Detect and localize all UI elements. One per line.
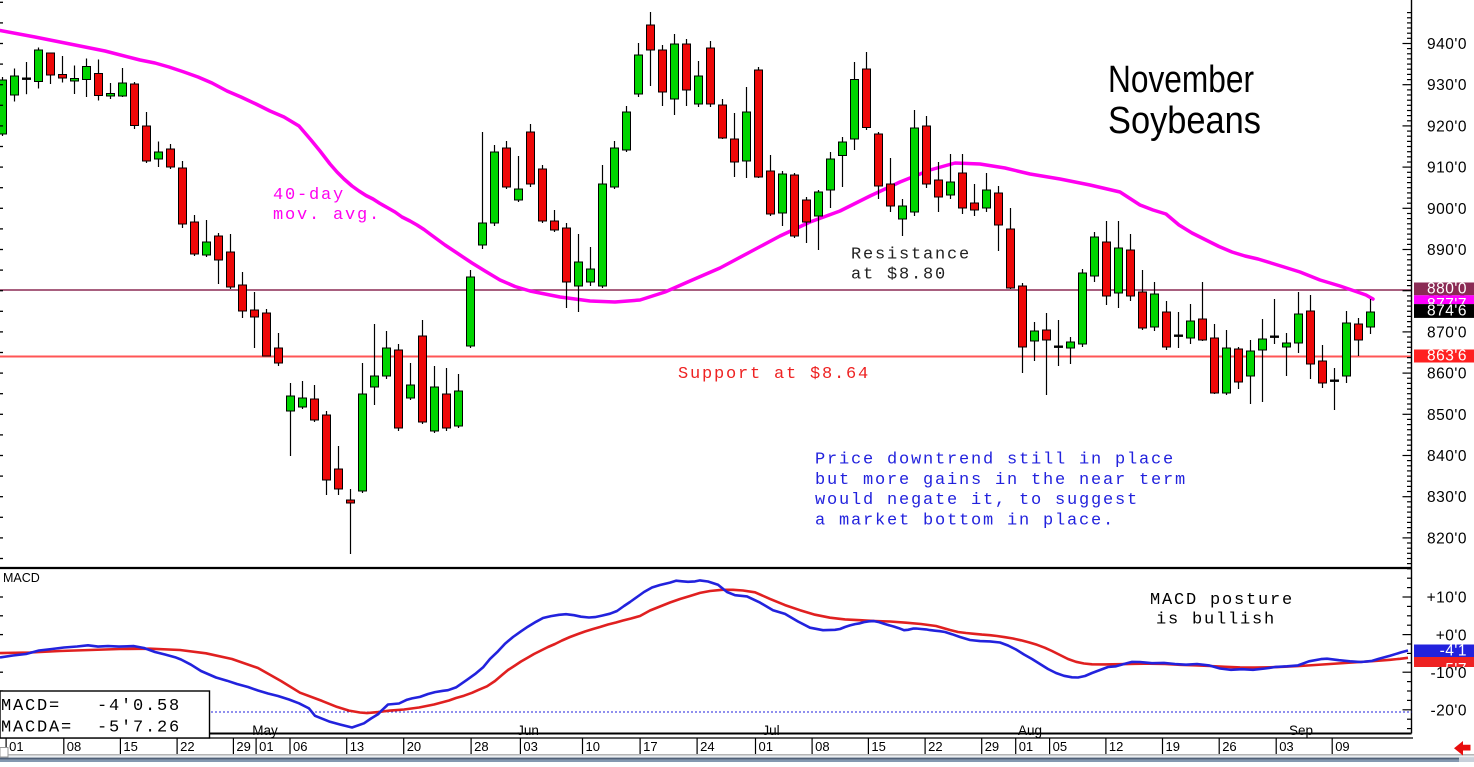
- svg-text:880'0: 880'0: [1427, 280, 1467, 297]
- svg-text:20: 20: [407, 739, 421, 754]
- svg-text:890'0: 890'0: [1427, 242, 1467, 259]
- svg-text:850'0: 850'0: [1427, 407, 1467, 424]
- svg-text:01: 01: [9, 739, 23, 754]
- svg-text:840'0: 840'0: [1427, 448, 1467, 465]
- svg-text:+10'0: +10'0: [1427, 590, 1467, 607]
- svg-text:13: 13: [350, 739, 364, 754]
- svg-text:15: 15: [871, 739, 885, 754]
- svg-text:863'6: 863'6: [1427, 347, 1467, 364]
- svg-text:-20'0: -20'0: [1431, 703, 1467, 720]
- svg-text:Sep: Sep: [1289, 723, 1313, 738]
- svg-text:930'0: 930'0: [1427, 77, 1467, 94]
- svg-text:01: 01: [1019, 739, 1033, 754]
- svg-text:910'0: 910'0: [1427, 160, 1467, 177]
- svg-text:15: 15: [123, 739, 137, 754]
- svg-text:MACDA= -5'7.26: MACDA= -5'7.26: [1, 719, 181, 738]
- svg-text:22: 22: [928, 739, 942, 754]
- svg-text:874'6: 874'6: [1427, 303, 1467, 320]
- svg-text:08: 08: [815, 739, 829, 754]
- svg-text:Soybeans: Soybeans: [1108, 100, 1261, 142]
- svg-text:860'0: 860'0: [1427, 366, 1467, 383]
- svg-text:at $8.80: at $8.80: [851, 265, 947, 284]
- svg-text:mov. avg.: mov. avg.: [273, 206, 381, 225]
- svg-text:but more gains in the near ter: but more gains in the near term: [815, 471, 1187, 490]
- svg-text:940'0: 940'0: [1427, 36, 1467, 53]
- svg-text:May: May: [252, 723, 278, 738]
- svg-text:MACD: MACD: [3, 571, 40, 585]
- svg-text:Jul: Jul: [762, 723, 779, 738]
- svg-text:05: 05: [1053, 739, 1067, 754]
- svg-text:08: 08: [67, 739, 81, 754]
- svg-text:is bullish: is bullish: [1156, 611, 1276, 630]
- svg-text:900'0: 900'0: [1427, 201, 1467, 218]
- svg-text:a market bottom in place.: a market bottom in place.: [815, 511, 1115, 530]
- svg-text:820'0: 820'0: [1427, 530, 1467, 547]
- svg-text:17: 17: [643, 739, 657, 754]
- svg-text:22: 22: [180, 739, 194, 754]
- svg-text:November: November: [1108, 59, 1254, 101]
- svg-text:830'0: 830'0: [1427, 489, 1467, 506]
- svg-text:26: 26: [1222, 739, 1236, 754]
- svg-text:09: 09: [1335, 739, 1349, 754]
- svg-text:-10'0: -10'0: [1431, 665, 1467, 682]
- svg-text:06: 06: [293, 739, 307, 754]
- svg-text:MACD posture: MACD posture: [1150, 591, 1294, 610]
- svg-text:03: 03: [1279, 739, 1293, 754]
- svg-text:870'0: 870'0: [1427, 324, 1467, 341]
- svg-text:MACD= -4'0.58: MACD= -4'0.58: [1, 697, 181, 716]
- svg-text:-4'1: -4'1: [1440, 642, 1467, 659]
- svg-text:Aug: Aug: [1018, 723, 1042, 738]
- svg-text:12: 12: [1109, 739, 1123, 754]
- svg-text:Price downtrend still in place: Price downtrend still in place: [815, 451, 1175, 470]
- svg-text:29: 29: [985, 739, 999, 754]
- svg-text:Support at $8.64: Support at $8.64: [678, 365, 870, 384]
- svg-text:24: 24: [700, 739, 714, 754]
- svg-text:40-day: 40-day: [273, 186, 345, 205]
- svg-text:03: 03: [523, 739, 537, 754]
- svg-text:-5'7: -5'7: [1440, 661, 1467, 678]
- svg-text:Resistance: Resistance: [851, 246, 971, 265]
- svg-text:+0'0: +0'0: [1436, 628, 1467, 645]
- svg-text:29: 29: [236, 739, 250, 754]
- svg-text:would negate it, to suggest: would negate it, to suggest: [815, 491, 1139, 510]
- svg-text:877'7: 877'7: [1427, 296, 1467, 313]
- svg-text:28: 28: [474, 739, 488, 754]
- svg-text:19: 19: [1166, 739, 1180, 754]
- svg-text:920'0: 920'0: [1427, 118, 1467, 135]
- svg-text:01: 01: [259, 739, 273, 754]
- svg-text:01: 01: [759, 739, 773, 754]
- svg-text:Jun: Jun: [517, 723, 539, 738]
- svg-text:10: 10: [586, 739, 600, 754]
